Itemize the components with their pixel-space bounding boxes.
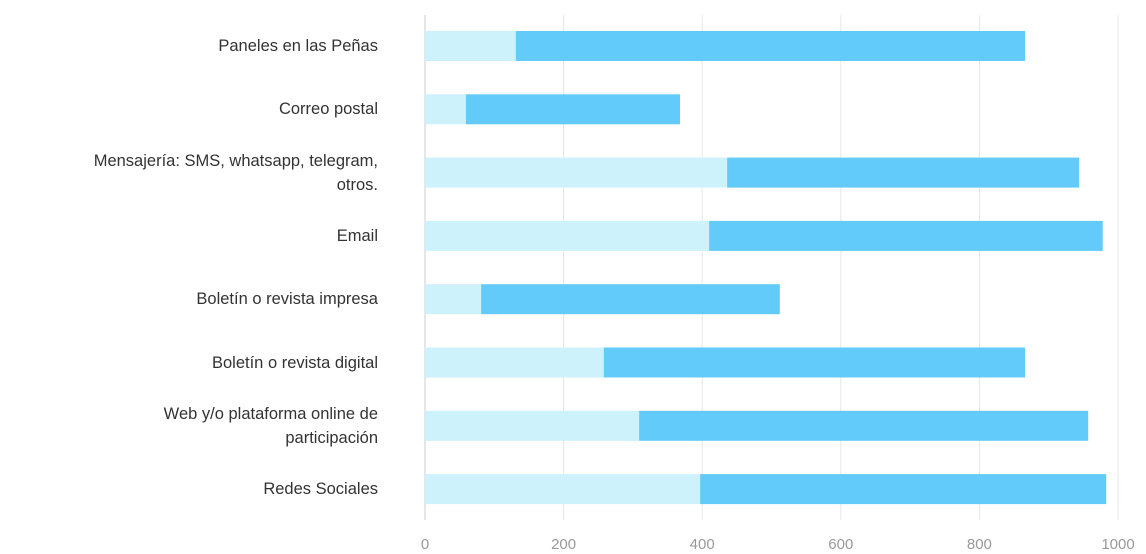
bar-segment: [425, 220, 710, 251]
bar-segment: [425, 410, 640, 441]
category-label: Mensajería: SMS, whatsapp, telegram, otr…: [93, 151, 378, 194]
bar-segment: [465, 94, 681, 125]
bar-segment: [425, 94, 466, 125]
category-label: Web y/o plataforma online de participaci…: [163, 404, 378, 447]
category-label: Email: [336, 226, 378, 245]
category-label: Paneles en las Peñas: [218, 37, 378, 55]
bar-segment: [515, 31, 1026, 61]
bar-segment: [481, 284, 780, 315]
x-tick-label: 600: [828, 536, 853, 553]
x-tick-label: 0: [421, 536, 429, 553]
bar-segment: [425, 347, 604, 378]
bar-segment: [425, 284, 482, 315]
category-label: Correo postal: [278, 100, 378, 119]
category-label: Redes Sociales: [263, 480, 378, 499]
category-label: Boletín o revista digital: [211, 353, 378, 372]
bar-segment: [425, 157, 728, 188]
x-tick-label: 800: [967, 536, 992, 553]
bar-segment: [603, 347, 1026, 378]
x-tick-label: 1000: [1101, 536, 1134, 553]
bar-segment: [425, 474, 701, 505]
bar-segment: [727, 157, 1080, 188]
bar-segment: [639, 410, 1089, 441]
x-tick-label: 400: [690, 536, 715, 553]
x-tick-label: 200: [551, 536, 576, 553]
bar-segment: [709, 220, 1103, 251]
bar-segment: [425, 31, 516, 61]
category-label: Boletín o revista impresa: [196, 290, 378, 309]
bar-segment: [700, 474, 1107, 505]
